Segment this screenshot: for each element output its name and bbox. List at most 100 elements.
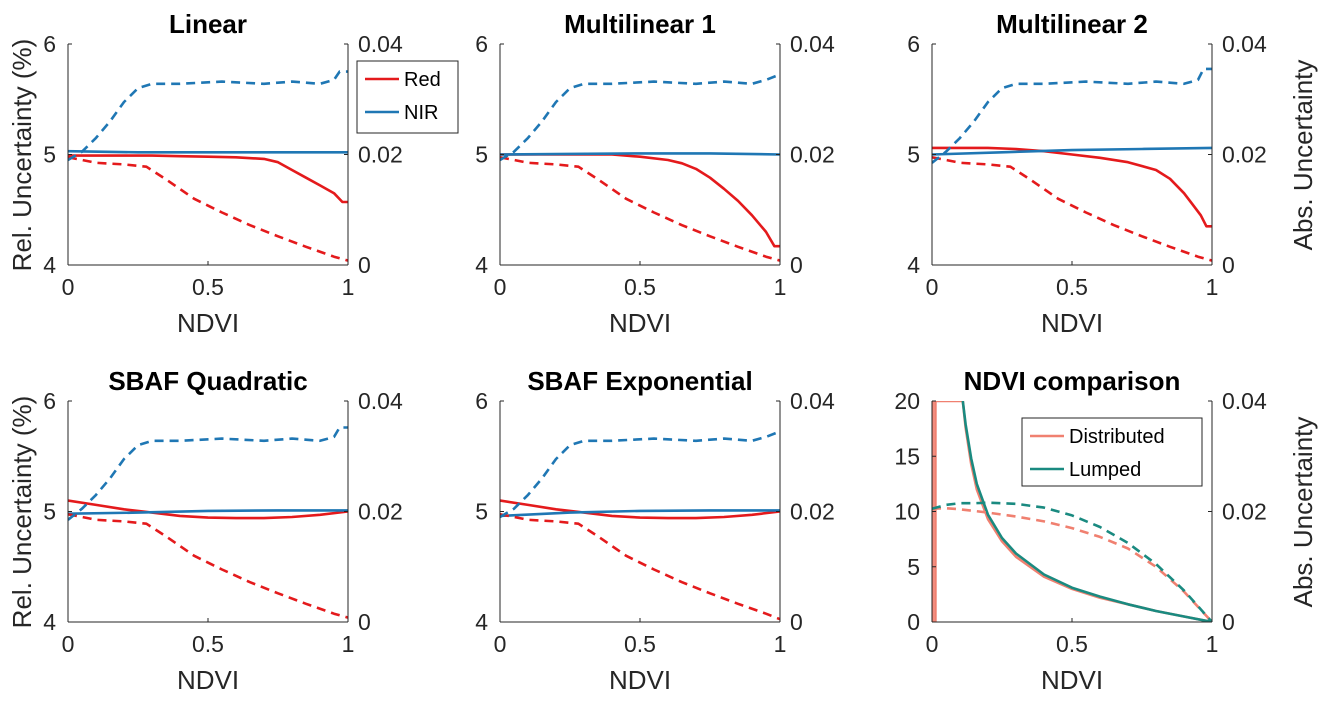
- chart-title: Linear: [169, 9, 247, 39]
- x-axis-label: NDVI: [177, 665, 239, 695]
- chart-title: SBAF Exponential: [527, 366, 752, 396]
- y-left-tick-label: 15: [894, 443, 920, 469]
- y-left-tick-label: 6: [43, 388, 56, 414]
- y-left-tick-label: 4: [907, 252, 920, 278]
- y-right-tick-label: 0.04: [790, 388, 835, 414]
- x-axis-label: NDVI: [609, 308, 671, 338]
- series-group: [500, 430, 780, 621]
- y-right-tick-label: 0: [1222, 609, 1235, 635]
- x-tick-label: 0: [62, 274, 75, 300]
- y-left-tick-label: 5: [43, 499, 56, 525]
- legend-box: [1021, 417, 1203, 487]
- series-line-nir-solid: [932, 146, 1212, 156]
- y-left-tick-label: 5: [43, 142, 56, 168]
- y-left-tick-label: 20: [894, 388, 920, 414]
- y-right-tick-label: 0.04: [358, 388, 403, 414]
- y-left-tick-label: 0: [907, 609, 920, 635]
- y-right-tick-label: 0: [358, 252, 371, 278]
- chart-title: NDVI comparison: [964, 366, 1181, 396]
- series-line-nir-solid: [68, 509, 348, 515]
- chart-title: Multilinear 2: [996, 9, 1148, 39]
- y-right-tick-label: 0: [358, 609, 371, 635]
- y-left-tick-label: 4: [43, 609, 56, 635]
- y-right-tick-label: 0.02: [358, 142, 403, 168]
- x-tick-label: 0.5: [624, 631, 656, 657]
- x-axis-label: NDVI: [1041, 308, 1103, 338]
- y-right-tick-label: 0: [790, 252, 803, 278]
- legend: Red NIR: [356, 60, 459, 134]
- series-line-red-solid: [68, 499, 348, 520]
- y-left-tick-label: 4: [475, 252, 488, 278]
- y-right-tick-label: 0.02: [1222, 499, 1267, 525]
- x-tick-label: 0.5: [624, 274, 656, 300]
- x-tick-label: 0: [494, 274, 507, 300]
- y-left-tick-label: 5: [475, 499, 488, 525]
- series-group: [68, 70, 348, 262]
- series-line-red-dashed: [500, 156, 780, 262]
- legend: Distributed Lumped: [1021, 417, 1203, 487]
- y-left-tick-label: 5: [907, 554, 920, 580]
- y-right-tick-label: 0.02: [790, 499, 835, 525]
- x-tick-label: 0.5: [1056, 631, 1088, 657]
- series-group: [932, 401, 1212, 622]
- legend-label: Distributed: [1069, 426, 1165, 448]
- y-left-tick-label: 5: [907, 142, 920, 168]
- y-right-tick-label: 0.04: [358, 31, 403, 57]
- x-tick-label: 1: [1206, 631, 1219, 657]
- series-line-red-dashed: [932, 156, 1212, 262]
- legend-label: Red: [404, 69, 441, 91]
- series-group: [500, 73, 780, 262]
- series-line-distributed-dashed: [932, 506, 1212, 622]
- x-tick-label: 0.5: [192, 274, 224, 300]
- y-right-tick-label: 0.02: [358, 499, 403, 525]
- series-line-red-solid: [932, 146, 1212, 228]
- series-line-nir-solid: [500, 152, 780, 156]
- y-left-tick-label: 4: [43, 252, 56, 278]
- y-axis-label-left-row2: Rel. Uncertainty (%): [7, 396, 37, 629]
- series-line-nir-dashed: [68, 70, 348, 162]
- x-tick-label: 1: [342, 631, 355, 657]
- y-right-tick-label: 0: [790, 609, 803, 635]
- series-line-nir-solid: [68, 149, 348, 154]
- y-left-tick-label: 6: [475, 388, 488, 414]
- y-right-tick-label: 0.04: [1222, 388, 1267, 414]
- y-right-tick-label: 0.02: [1222, 142, 1267, 168]
- y-right-tick-label: 0: [1222, 252, 1235, 278]
- y-right-tick-label: 0.04: [1222, 31, 1267, 57]
- panel-4: 0 0.5 1 4 5 6 0 0.02 0.04 SBAF Quadratic NDVI: [43, 366, 403, 695]
- series-line-lumped-dashed: [932, 501, 1212, 622]
- y-left-tick-label: 10: [894, 499, 920, 525]
- series-group: [68, 426, 348, 619]
- series-line-lumped-solid: [961, 401, 1212, 622]
- series-line-red-dashed: [68, 156, 348, 262]
- y-right-tick-label: 0.02: [790, 142, 835, 168]
- x-tick-label: 0: [62, 631, 75, 657]
- x-tick-label: 1: [774, 274, 787, 300]
- legend-label: Lumped: [1069, 459, 1141, 481]
- x-tick-label: 1: [342, 274, 355, 300]
- panel-5: 0 0.5 1 4 5 6 0 0.02 0.04 SBAF Exponential NDVI: [475, 366, 835, 695]
- y-left-tick-label: 4: [475, 609, 488, 635]
- legend-box: [356, 60, 459, 134]
- y-axis-label-left-row1: Rel. Uncertainty (%): [7, 39, 37, 272]
- chart-title: Multilinear 1: [564, 9, 716, 39]
- y-axis-label-right-row1: Abs. Uncertainty: [1288, 60, 1318, 251]
- series-group: [932, 67, 1212, 262]
- x-axis-label: NDVI: [1041, 665, 1103, 695]
- y-left-tick-label: 6: [43, 31, 56, 57]
- y-left-tick-label: 5: [475, 142, 488, 168]
- series-line-red-solid: [68, 154, 348, 204]
- series-line-red-solid: [500, 499, 780, 520]
- x-tick-label: 1: [1206, 274, 1219, 300]
- x-tick-label: 0: [926, 631, 939, 657]
- x-tick-label: 1: [774, 631, 787, 657]
- series-line-red-dashed: [68, 513, 348, 619]
- chart-title: SBAF Quadratic: [108, 366, 307, 396]
- legend-label: NIR: [404, 102, 438, 124]
- panel-3: 0 0.5 1 4 5 6 0 0.02 0.04 Multilinear 2 NDVI: [907, 9, 1267, 338]
- x-axis-label: NDVI: [177, 308, 239, 338]
- y-right-tick-label: 0.04: [790, 31, 835, 57]
